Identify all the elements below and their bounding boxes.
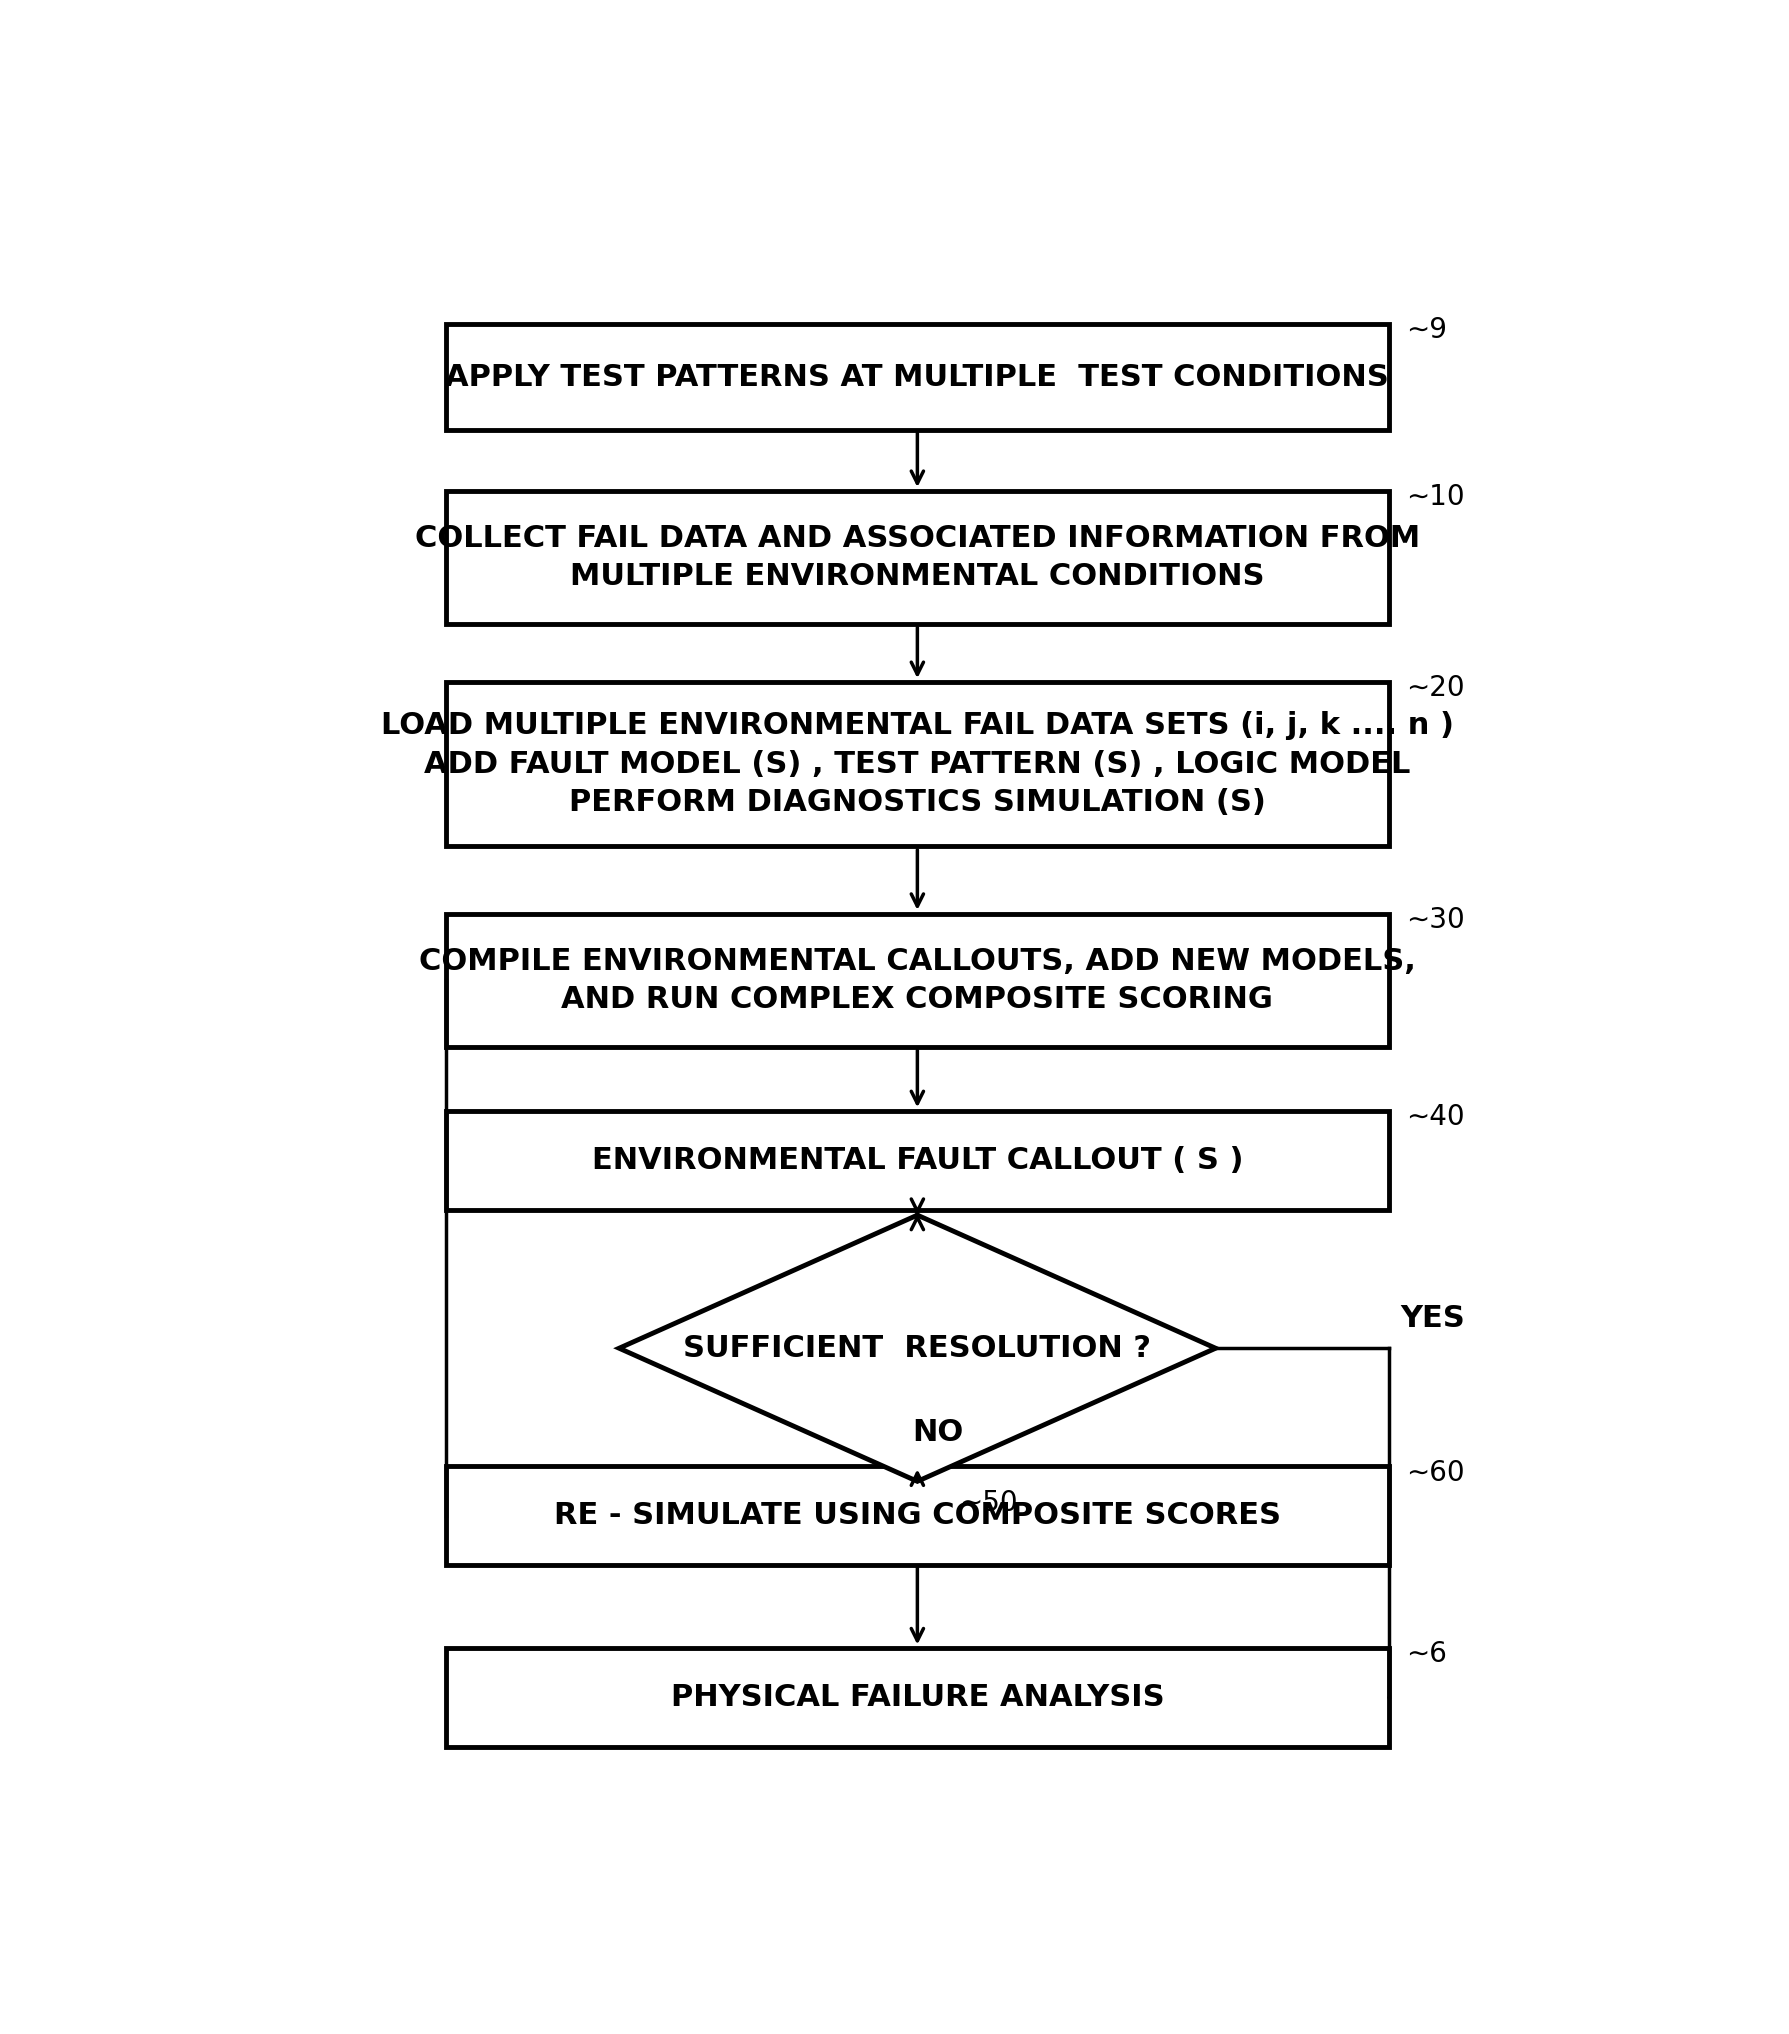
Text: NO: NO <box>912 1418 962 1446</box>
Text: ∼10: ∼10 <box>1404 482 1463 511</box>
Text: ∼40: ∼40 <box>1404 1102 1463 1131</box>
Text: APPLY TEST PATTERNS AT MULTIPLE  TEST CONDITIONS: APPLY TEST PATTERNS AT MULTIPLE TEST CON… <box>445 362 1388 393</box>
Text: ∼60: ∼60 <box>1404 1458 1463 1487</box>
Text: SUFFICIENT  RESOLUTION ?: SUFFICIENT RESOLUTION ? <box>683 1334 1150 1363</box>
FancyBboxPatch shape <box>445 1467 1388 1564</box>
FancyBboxPatch shape <box>445 1111 1388 1210</box>
FancyBboxPatch shape <box>445 490 1388 624</box>
FancyBboxPatch shape <box>445 1648 1388 1747</box>
Text: RE - SIMULATE USING COMPOSITE SCORES: RE - SIMULATE USING COMPOSITE SCORES <box>553 1501 1281 1530</box>
Text: ∼9: ∼9 <box>1404 315 1446 344</box>
Text: COLLECT FAIL DATA AND ASSOCIATED INFORMATION FROM
MULTIPLE ENVIRONMENTAL CONDITI: COLLECT FAIL DATA AND ASSOCIATED INFORMA… <box>415 523 1419 592</box>
Text: ENVIRONMENTAL FAULT CALLOUT ( S ): ENVIRONMENTAL FAULT CALLOUT ( S ) <box>592 1145 1242 1176</box>
Text: ∼30: ∼30 <box>1404 905 1463 934</box>
Text: YES: YES <box>1399 1304 1463 1332</box>
FancyBboxPatch shape <box>445 323 1388 431</box>
Text: ∼6: ∼6 <box>1404 1639 1446 1668</box>
Text: ∼50: ∼50 <box>959 1489 1018 1517</box>
FancyBboxPatch shape <box>445 913 1388 1048</box>
Text: ∼20: ∼20 <box>1404 673 1463 702</box>
Text: LOAD MULTIPLE ENVIRONMENTAL FAIL DATA SETS (i, j, k .... n )
ADD FAULT MODEL (S): LOAD MULTIPLE ENVIRONMENTAL FAIL DATA SE… <box>381 712 1453 818</box>
Text: PHYSICAL FAILURE ANALYSIS: PHYSICAL FAILURE ANALYSIS <box>671 1682 1163 1713</box>
Polygon shape <box>619 1214 1215 1481</box>
Text: COMPILE ENVIRONMENTAL CALLOUTS, ADD NEW MODELS,
AND RUN COMPLEX COMPOSITE SCORIN: COMPILE ENVIRONMENTAL CALLOUTS, ADD NEW … <box>419 946 1415 1013</box>
FancyBboxPatch shape <box>445 681 1388 846</box>
